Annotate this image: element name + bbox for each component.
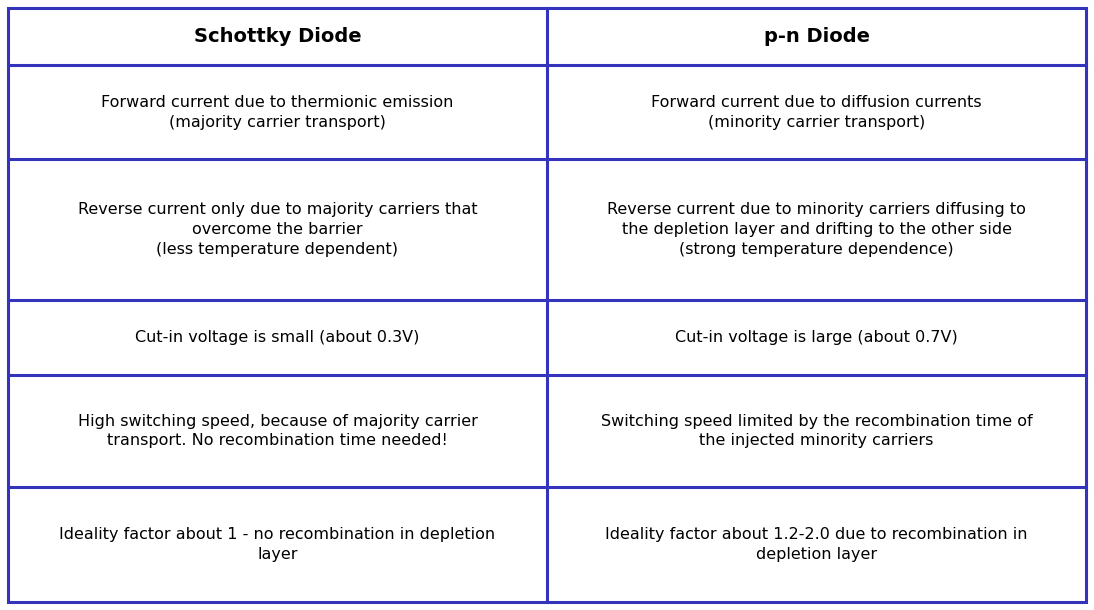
Text: High switching speed, because of majority carrier
transport. No recombination ti: High switching speed, because of majorit…: [78, 414, 477, 448]
Text: Cut-in voltage is small (about 0.3V): Cut-in voltage is small (about 0.3V): [136, 330, 420, 345]
Text: Reverse current only due to majority carriers that
overcome the barrier
(less te: Reverse current only due to majority car…: [78, 202, 477, 257]
Text: Forward current due to diffusion currents
(minority carrier transport): Forward current due to diffusion current…: [651, 95, 981, 129]
Text: Cut-in voltage is large (about 0.7V): Cut-in voltage is large (about 0.7V): [675, 330, 958, 345]
Text: Reverse current due to minority carriers diffusing to
the depletion layer and dr: Reverse current due to minority carriers…: [607, 202, 1026, 257]
Text: Schottky Diode: Schottky Diode: [194, 27, 361, 46]
Text: p-n Diode: p-n Diode: [764, 27, 870, 46]
Text: Forward current due to thermionic emission
(majority carrier transport): Forward current due to thermionic emissi…: [102, 95, 454, 129]
Text: Switching speed limited by the recombination time of
the injected minority carri: Switching speed limited by the recombina…: [601, 414, 1033, 448]
Text: Ideality factor about 1.2-2.0 due to recombination in
depletion layer: Ideality factor about 1.2-2.0 due to rec…: [605, 527, 1027, 562]
Text: Ideality factor about 1 - no recombination in depletion
layer: Ideality factor about 1 - no recombinati…: [59, 527, 496, 562]
